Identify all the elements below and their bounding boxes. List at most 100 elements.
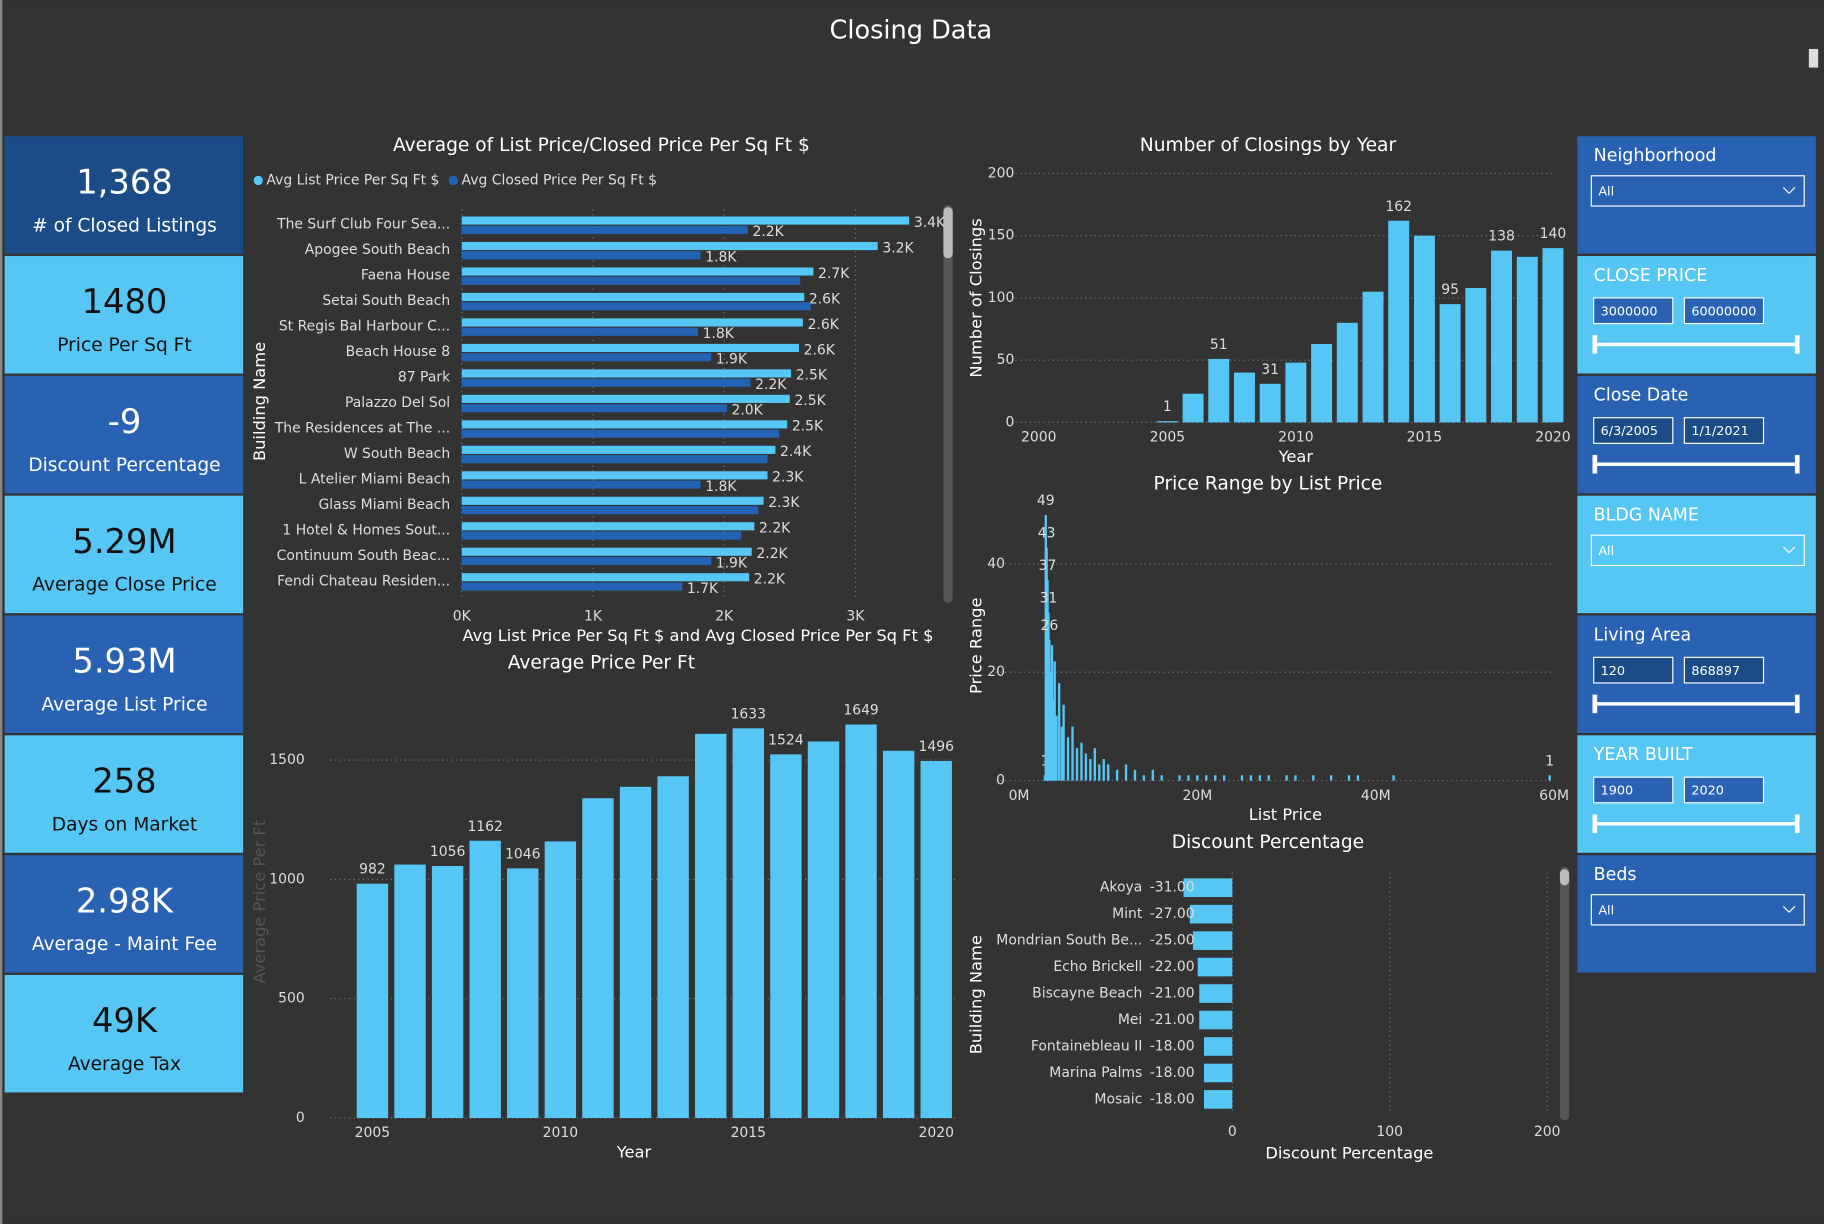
bar <box>1356 775 1360 781</box>
slider-handle[interactable] <box>1794 454 1800 474</box>
bar <box>461 445 776 454</box>
data-label: 1 <box>1545 753 1554 769</box>
range-input[interactable] <box>1683 656 1765 684</box>
bar <box>461 404 727 413</box>
range-input[interactable] <box>1593 297 1674 325</box>
kpi-label: Average - Maint Fee <box>32 934 217 955</box>
y-tick-label: 50 <box>997 352 1015 368</box>
data-label: 37 <box>1039 558 1057 574</box>
category-label: Fendi Chateau Residen... <box>277 573 450 589</box>
bar <box>1347 775 1351 781</box>
scroll-thumb[interactable] <box>1559 869 1570 886</box>
data-label: 1.8K <box>705 479 737 495</box>
bar <box>807 741 840 1119</box>
scrollbar[interactable] <box>1559 866 1570 1121</box>
bar <box>461 471 768 480</box>
chart-title: Number of Closings by Year <box>1140 135 1397 156</box>
slider-handle[interactable] <box>1592 814 1598 834</box>
bar <box>394 864 426 1119</box>
bar <box>461 522 755 531</box>
dropdown[interactable] <box>1590 534 1805 567</box>
slider-handle[interactable] <box>1794 814 1800 834</box>
scrollbar[interactable] <box>943 204 953 603</box>
bar <box>1312 775 1315 781</box>
bar <box>1075 748 1079 781</box>
bar <box>461 582 683 591</box>
range-input[interactable] <box>1593 656 1674 684</box>
kpi-card <box>4 136 244 254</box>
kpi-label: Days on Market <box>52 814 197 835</box>
chart-title: Average of List Price/Closed Price Per S… <box>393 135 810 156</box>
scroll-thumb[interactable] <box>943 207 953 259</box>
category-label: Mint <box>1112 906 1143 922</box>
bar <box>461 241 878 251</box>
bar <box>1259 383 1281 423</box>
dropdown-value: All <box>1598 903 1614 918</box>
category-label: W South Beach <box>344 446 450 462</box>
range-input[interactable] <box>1683 417 1765 444</box>
bar <box>461 420 788 429</box>
slider-handle[interactable] <box>1794 694 1800 714</box>
bar <box>1066 737 1070 781</box>
data-label: 95 <box>1441 282 1459 298</box>
data-label: 2.7K <box>818 266 850 282</box>
slider-handle[interactable] <box>1592 454 1598 474</box>
x-axis-label: Avg List Price Per Sq Ft $ and Avg Close… <box>462 626 933 645</box>
kpi-value: 1480 <box>82 282 168 321</box>
chart-title: Average Price Per Ft <box>508 653 695 674</box>
bar <box>1233 372 1255 423</box>
bar <box>461 343 799 353</box>
category-label: Mei <box>1118 1012 1142 1028</box>
category-label: 1 Hotel & Homes Sout... <box>282 522 450 538</box>
bar <box>461 547 752 556</box>
y-tick-label: 150 <box>988 228 1015 244</box>
bar <box>1080 742 1083 781</box>
range-input[interactable] <box>1683 297 1765 325</box>
range-input[interactable] <box>1593 776 1674 804</box>
bar <box>1203 1037 1233 1056</box>
range-input[interactable] <box>1593 417 1674 444</box>
data-label: 162 <box>1385 199 1412 215</box>
bar <box>582 798 614 1119</box>
category-label: 87 Park <box>398 369 451 385</box>
bar <box>1199 984 1233 1003</box>
bar <box>845 724 877 1119</box>
x-axis-label: Year <box>616 1142 652 1161</box>
bar <box>1267 775 1270 781</box>
data-label: 1496 <box>919 739 954 755</box>
data-label: 31 <box>1040 591 1058 607</box>
bar <box>1205 775 1208 781</box>
x-tick-label: 100 <box>1376 1124 1403 1140</box>
data-label: -22.00 <box>1150 959 1195 975</box>
bar <box>1098 764 1101 781</box>
dropdown[interactable] <box>1590 175 1805 207</box>
bar <box>1208 358 1230 423</box>
data-label: 2.0K <box>731 403 763 419</box>
bar <box>1115 769 1119 781</box>
slider-handle[interactable] <box>1592 335 1598 354</box>
range-value: 1/1/2021 <box>1691 424 1748 439</box>
bar <box>1392 775 1395 781</box>
range-input[interactable] <box>1683 776 1765 804</box>
data-label: 2.5K <box>796 368 828 384</box>
x-tick-label: 0M <box>1009 788 1030 804</box>
category-label: Faena House <box>361 268 450 284</box>
x-tick-label: 2005 <box>1150 430 1185 446</box>
kpi-label: Average List Price <box>41 695 207 716</box>
category-label: The Surf Club Four Sea... <box>276 217 450 233</box>
kpi-label: Average Close Price <box>32 575 216 596</box>
kpi-card <box>4 256 244 374</box>
bar <box>461 251 701 260</box>
kpi-value: 258 <box>92 762 156 801</box>
window-edge <box>0 0 3 1224</box>
bar <box>1071 726 1074 781</box>
category-label: Biscayne Beach <box>1032 986 1142 1002</box>
scroll-handle[interactable] <box>1808 48 1819 68</box>
dropdown[interactable] <box>1590 894 1805 926</box>
slider-handle[interactable] <box>1592 694 1598 714</box>
slider-handle[interactable] <box>1794 335 1800 354</box>
range-value: 6/3/2005 <box>1601 424 1658 439</box>
data-label: 2.2K <box>756 546 788 562</box>
bar <box>1285 775 1288 781</box>
category-label: Beach House 8 <box>346 344 451 360</box>
